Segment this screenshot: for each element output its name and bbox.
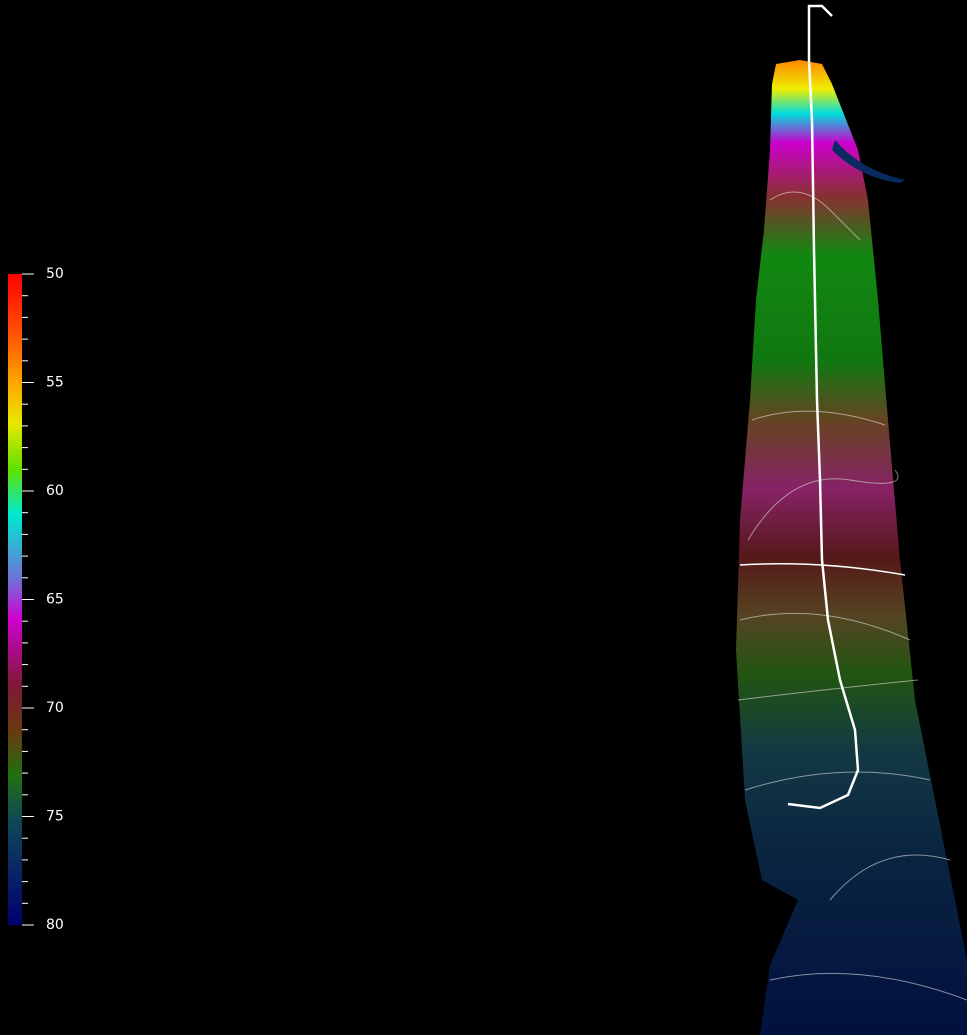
depth-surface [736, 60, 967, 1035]
tick-label: 65 [46, 592, 64, 608]
tick-label: 50 [46, 266, 64, 282]
colorbar-gradient [8, 274, 22, 925]
page: 50556065707580 (() => { const data = JSO… [0, 0, 967, 1035]
depth-view: 50 55 60 65 70 75 80 [0, 0, 967, 1035]
survey-map [736, 6, 967, 1035]
tick-label: 80 [46, 917, 64, 933]
tick-label: 55 [46, 375, 64, 391]
colorbar: 50 55 60 65 70 75 80 [8, 266, 64, 933]
tick-label: 70 [46, 700, 64, 716]
tick-label: 75 [46, 809, 64, 825]
tick-label: 60 [46, 483, 64, 499]
